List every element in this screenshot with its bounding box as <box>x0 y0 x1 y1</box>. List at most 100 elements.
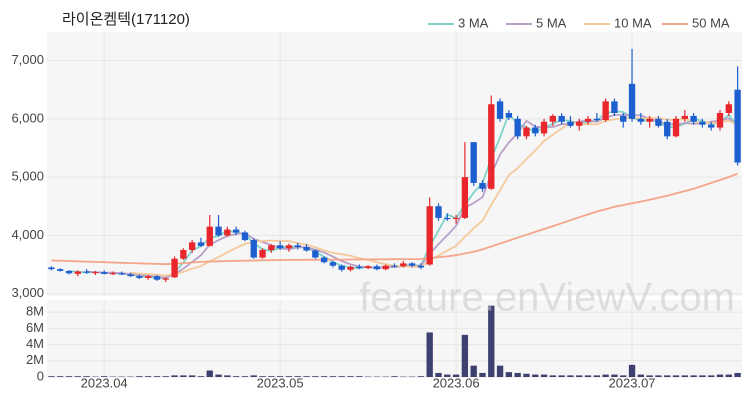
candle-body <box>109 273 117 275</box>
volume-tick-label: 8M <box>26 304 44 319</box>
volume-bar <box>593 375 601 377</box>
candle-body <box>241 232 249 241</box>
candle-body <box>567 121 574 126</box>
y-tick-label: 4,000 <box>11 227 44 242</box>
candle-body <box>584 118 592 122</box>
volume-bar <box>294 376 301 377</box>
candle-body <box>435 206 442 218</box>
legend-label: 3 MA <box>458 15 489 30</box>
candle-body <box>514 118 521 137</box>
volume-bar <box>215 374 222 377</box>
candle-body <box>65 270 73 274</box>
volume-bar <box>268 376 275 377</box>
volume-bar <box>716 374 724 377</box>
volume-bar <box>276 376 284 377</box>
candle-body <box>708 124 715 128</box>
candle-body <box>452 217 460 220</box>
candle-body <box>505 113 513 118</box>
legend-label: 10 MA <box>614 15 652 30</box>
candle-body <box>312 250 319 258</box>
volume-bar <box>74 376 81 377</box>
candle-body <box>470 142 477 183</box>
candle-body <box>48 267 55 270</box>
candle-body <box>558 115 565 122</box>
volume-bar <box>681 375 688 377</box>
candle-body <box>734 89 741 163</box>
volume-bar <box>496 365 504 377</box>
volume-bar <box>567 375 574 377</box>
candle-body <box>382 265 389 270</box>
candle-body <box>153 276 161 280</box>
volume-bar <box>664 375 671 377</box>
candle-body <box>268 245 275 250</box>
legend: 3 MA 5 MA 10 MA 50 MA <box>428 15 730 30</box>
candle-body <box>620 115 627 122</box>
candle-body <box>681 115 688 119</box>
candle-body <box>637 118 644 122</box>
volume-bar <box>514 372 521 377</box>
legend-label: 50 MA <box>692 15 730 30</box>
candle-body <box>224 229 231 236</box>
candle-body <box>408 263 416 266</box>
candle-body <box>206 226 213 246</box>
volume-bar <box>232 376 240 377</box>
volume-bar <box>479 372 486 377</box>
volume-panel <box>47 300 742 377</box>
candle-body <box>716 113 724 128</box>
y-tick-label: 7,000 <box>11 52 44 67</box>
volume-tick-label: 6M <box>26 320 44 335</box>
candle-body <box>338 265 345 270</box>
candle-body <box>74 271 81 274</box>
volume-bar <box>259 376 266 377</box>
x-tick-label: 2023.05 <box>257 375 304 390</box>
ma-line <box>51 172 738 266</box>
y-tick-label: 3,000 <box>11 285 44 300</box>
candle-body <box>444 217 451 220</box>
watermark: feature.enViewV.com <box>359 276 735 320</box>
candle-body <box>145 276 152 278</box>
candle-body <box>496 101 504 119</box>
volume-bar <box>602 374 609 377</box>
candle-body <box>391 265 398 267</box>
volume-bar <box>356 376 363 377</box>
candle-body <box>92 272 99 274</box>
volume-bar <box>197 376 205 377</box>
volume-bar <box>435 372 442 377</box>
candle-body <box>285 245 293 249</box>
volume-bar <box>417 376 425 377</box>
chart-title: 라이온켐텍(171120) <box>62 11 190 28</box>
candle-body <box>101 272 108 274</box>
candle-body <box>417 265 425 268</box>
candle-body <box>373 266 381 270</box>
candle-body <box>171 258 178 278</box>
volume-bar <box>180 375 187 377</box>
candle-body <box>250 240 257 258</box>
candle-body <box>479 182 486 189</box>
volume-bar <box>312 376 319 377</box>
candle-body <box>664 121 671 137</box>
candle-body <box>725 104 732 114</box>
candle-body <box>488 104 495 189</box>
volume-bar <box>708 375 715 377</box>
volume-bar <box>549 375 557 377</box>
volume-bar <box>65 376 73 377</box>
volume-bar <box>672 375 680 377</box>
volume-bar <box>505 372 513 377</box>
candle-body <box>549 115 557 122</box>
volume-bar <box>83 376 90 377</box>
candle-body <box>356 266 363 269</box>
candle-body <box>461 177 469 218</box>
candle-body <box>646 118 653 122</box>
volume-bar <box>655 375 662 377</box>
candle-body <box>672 118 680 137</box>
volume-bar <box>646 375 653 377</box>
candle-body <box>320 257 328 263</box>
candle-body <box>611 101 618 114</box>
volume-bar <box>145 376 152 377</box>
candle-body <box>690 115 697 122</box>
volume-bar <box>628 364 636 377</box>
candle-body <box>699 121 706 125</box>
volume-bar <box>558 375 565 377</box>
volume-bar <box>690 375 697 377</box>
